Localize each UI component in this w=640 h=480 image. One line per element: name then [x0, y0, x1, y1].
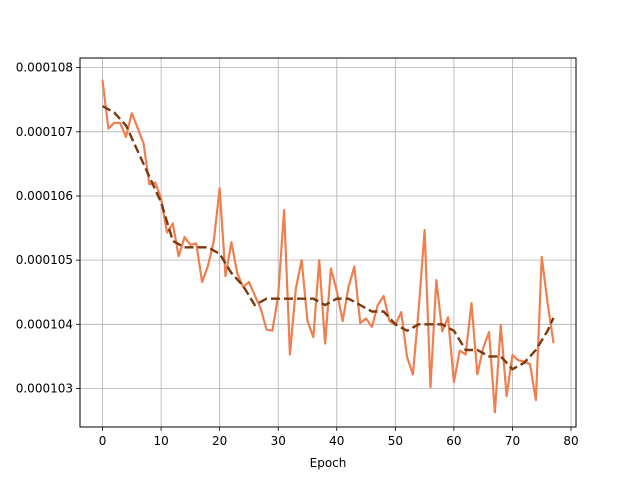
x-axis-label: Epoch — [310, 456, 347, 470]
plot-frame — [79, 57, 577, 428]
x-tick-label: 10 — [153, 434, 168, 448]
x-tick-label: 70 — [505, 434, 520, 448]
smoothed-series-line — [101, 105, 555, 371]
x-tick-label: 0 — [99, 434, 107, 448]
x-tick-label: 80 — [563, 434, 578, 448]
y-tick-label: 0.000103 — [16, 381, 73, 395]
x-tick-label: 20 — [212, 434, 227, 448]
x-tick-label: 60 — [446, 434, 461, 448]
series-layer — [101, 79, 555, 414]
y-tick-label: 0.000104 — [16, 317, 73, 331]
x-tick-label: 40 — [329, 434, 344, 448]
tick-layer: 0 10 20 30 40 50 60 70 80 0.000103 0.000104 0.00010… — [16, 61, 579, 448]
y-tick-label: 0.000106 — [16, 189, 73, 203]
raw-series-line — [101, 79, 555, 414]
x-tick-label: 30 — [271, 434, 286, 448]
y-tick-label: 0.000105 — [16, 253, 73, 267]
y-tick-label: 0.000108 — [16, 61, 73, 75]
y-tick-label: 0.000107 — [16, 125, 73, 139]
x-tick-label: 50 — [388, 434, 403, 448]
grid-layer — [80, 58, 576, 427]
